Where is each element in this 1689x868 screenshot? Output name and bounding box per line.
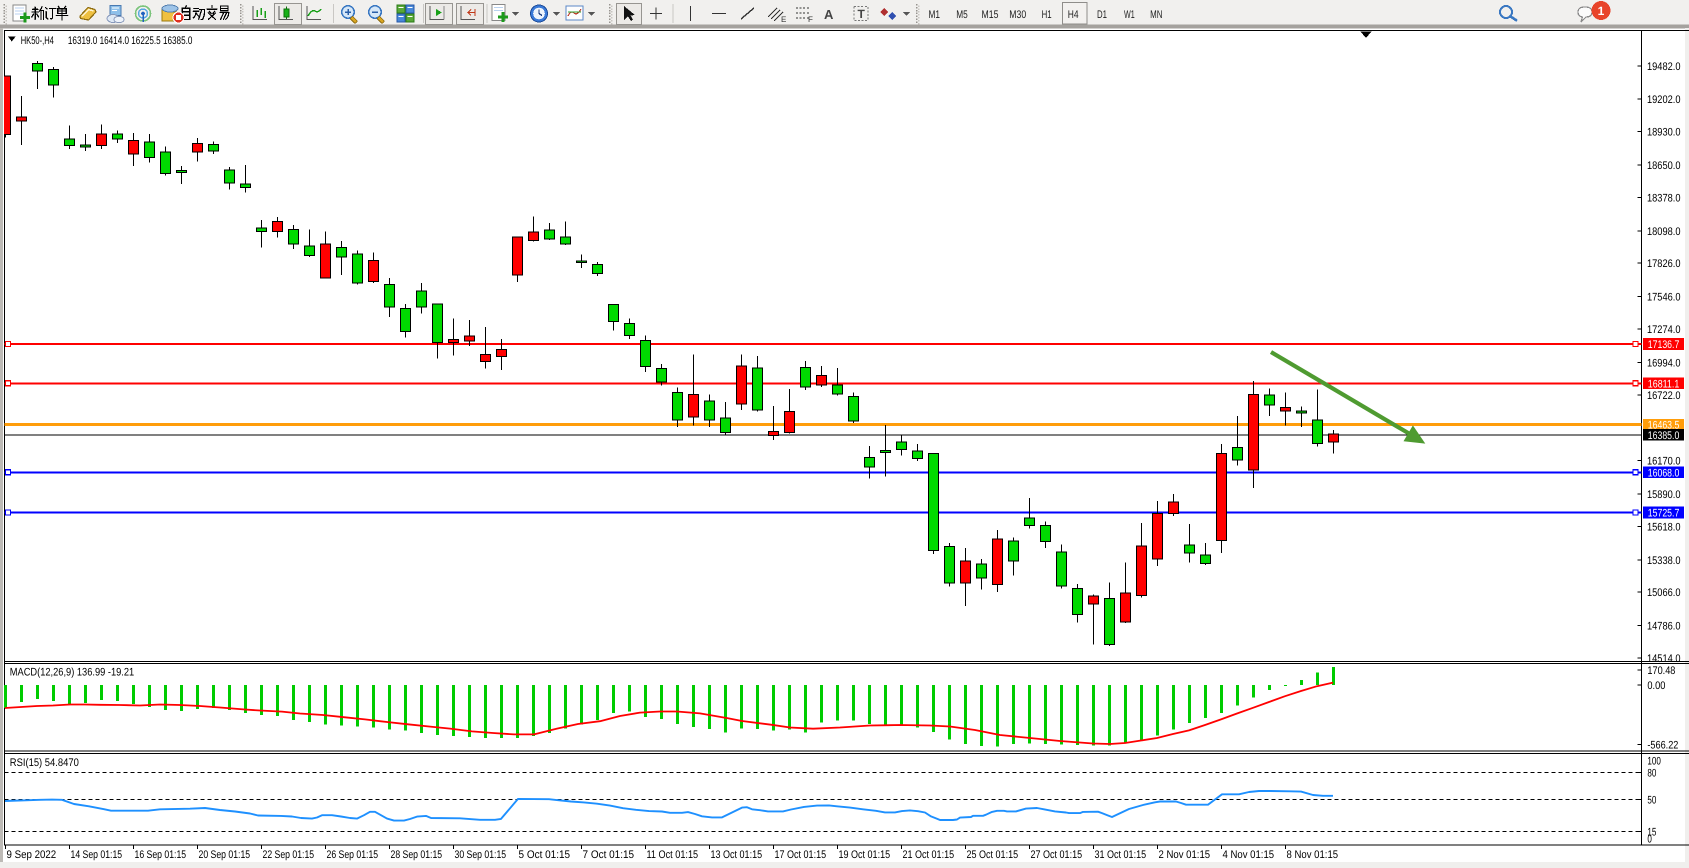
svg-text:17274.0: 17274.0 bbox=[1647, 324, 1681, 336]
svg-text:H4: H4 bbox=[1068, 9, 1079, 21]
svg-text:T: T bbox=[858, 7, 866, 21]
svg-text:M5: M5 bbox=[956, 9, 968, 21]
svg-text:17546.0: 17546.0 bbox=[1647, 292, 1681, 304]
svg-text:17826.0: 17826.0 bbox=[1647, 258, 1681, 270]
svg-text:18378.0: 18378.0 bbox=[1647, 192, 1681, 204]
svg-text:50: 50 bbox=[1647, 795, 1656, 807]
svg-text:31 Oct 01:15: 31 Oct 01:15 bbox=[1095, 849, 1147, 861]
svg-text:14786.0: 14786.0 bbox=[1647, 621, 1681, 633]
svg-text:80: 80 bbox=[1647, 767, 1656, 779]
svg-text:14 Sep 01:15: 14 Sep 01:15 bbox=[71, 849, 123, 861]
svg-text:19202.0: 19202.0 bbox=[1647, 94, 1681, 106]
svg-text:18930.0: 18930.0 bbox=[1647, 127, 1681, 139]
svg-text:-566.22: -566.22 bbox=[1647, 740, 1678, 752]
svg-text:26 Sep 01:15: 26 Sep 01:15 bbox=[327, 849, 379, 861]
svg-text:15338.0: 15338.0 bbox=[1647, 555, 1681, 567]
svg-text:16994.0: 16994.0 bbox=[1647, 357, 1681, 369]
svg-text:15890.0: 15890.0 bbox=[1647, 489, 1681, 501]
svg-text:0: 0 bbox=[1647, 833, 1652, 845]
svg-text:MACD(12,26,9) 136.99 -19.21: MACD(12,26,9) 136.99 -19.21 bbox=[10, 667, 134, 679]
svg-text:M1: M1 bbox=[928, 9, 940, 21]
svg-text:0.00: 0.00 bbox=[1647, 680, 1665, 692]
svg-text:20 Sep 01:15: 20 Sep 01:15 bbox=[199, 849, 251, 861]
svg-text:15725.7: 15725.7 bbox=[1648, 508, 1680, 520]
svg-text:16385.0: 16385.0 bbox=[1648, 430, 1680, 442]
svg-text:16 Sep 01:15: 16 Sep 01:15 bbox=[135, 849, 187, 861]
svg-text:H1: H1 bbox=[1042, 9, 1052, 21]
svg-text:18098.0: 18098.0 bbox=[1647, 226, 1681, 238]
svg-text:4 Nov 01:15: 4 Nov 01:15 bbox=[1223, 849, 1275, 861]
svg-text:16811.1: 16811.1 bbox=[1648, 378, 1680, 390]
svg-text:9 Sep 2022: 9 Sep 2022 bbox=[7, 849, 57, 861]
svg-text:16722.0: 16722.0 bbox=[1647, 390, 1681, 402]
svg-text:15066.0: 15066.0 bbox=[1647, 587, 1681, 599]
svg-text:8 Nov 01:15: 8 Nov 01:15 bbox=[1287, 849, 1339, 861]
svg-text:17136.7: 17136.7 bbox=[1648, 339, 1680, 351]
svg-text:19482.0: 19482.0 bbox=[1647, 61, 1681, 73]
svg-text:16170.0: 16170.0 bbox=[1647, 456, 1681, 468]
svg-text:21 Oct 01:15: 21 Oct 01:15 bbox=[903, 849, 955, 861]
svg-text:F: F bbox=[808, 15, 813, 24]
svg-text:W1: W1 bbox=[1124, 9, 1135, 21]
svg-text:17 Oct 01:15: 17 Oct 01:15 bbox=[775, 849, 827, 861]
svg-text:13 Oct 01:15: 13 Oct 01:15 bbox=[711, 849, 763, 861]
svg-text:5 Oct 01:15: 5 Oct 01:15 bbox=[519, 849, 571, 861]
svg-text:25 Oct 01:15: 25 Oct 01:15 bbox=[967, 849, 1019, 861]
svg-text:16068.0: 16068.0 bbox=[1648, 467, 1680, 479]
svg-text:15618.0: 15618.0 bbox=[1647, 521, 1681, 533]
svg-text:M15: M15 bbox=[982, 9, 999, 21]
svg-text:HK50-,H4: HK50-,H4 bbox=[21, 35, 54, 47]
svg-text:D1: D1 bbox=[1097, 9, 1107, 21]
svg-text:16463.5: 16463.5 bbox=[1648, 420, 1680, 432]
svg-text:11 Oct 01:15: 11 Oct 01:15 bbox=[647, 849, 699, 861]
svg-text:14514.0: 14514.0 bbox=[1647, 653, 1681, 665]
svg-text:E: E bbox=[781, 15, 786, 24]
svg-text:RSI(15) 54.8470: RSI(15) 54.8470 bbox=[10, 757, 79, 769]
svg-text:1: 1 bbox=[1598, 4, 1605, 18]
svg-text:18650.0: 18650.0 bbox=[1647, 160, 1681, 172]
svg-text:170.48: 170.48 bbox=[1647, 665, 1675, 677]
svg-text:22 Sep 01:15: 22 Sep 01:15 bbox=[263, 849, 315, 861]
svg-text:A: A bbox=[824, 7, 834, 22]
svg-text:M30: M30 bbox=[1009, 9, 1026, 21]
svg-text:2 Nov 01:15: 2 Nov 01:15 bbox=[1159, 849, 1211, 861]
svg-text:28 Sep 01:15: 28 Sep 01:15 bbox=[391, 849, 443, 861]
svg-text:7 Oct 01:15: 7 Oct 01:15 bbox=[583, 849, 635, 861]
svg-text:MN: MN bbox=[1150, 9, 1162, 21]
svg-text:100: 100 bbox=[1647, 756, 1661, 768]
svg-text:27 Oct 01:15: 27 Oct 01:15 bbox=[1031, 849, 1083, 861]
svg-text:16319.0 16414.0 16225.5 16385.: 16319.0 16414.0 16225.5 16385.0 bbox=[68, 35, 193, 47]
svg-text:30 Sep 01:15: 30 Sep 01:15 bbox=[455, 849, 507, 861]
svg-text:15: 15 bbox=[1647, 826, 1656, 838]
svg-text:19 Oct 01:15: 19 Oct 01:15 bbox=[839, 849, 891, 861]
